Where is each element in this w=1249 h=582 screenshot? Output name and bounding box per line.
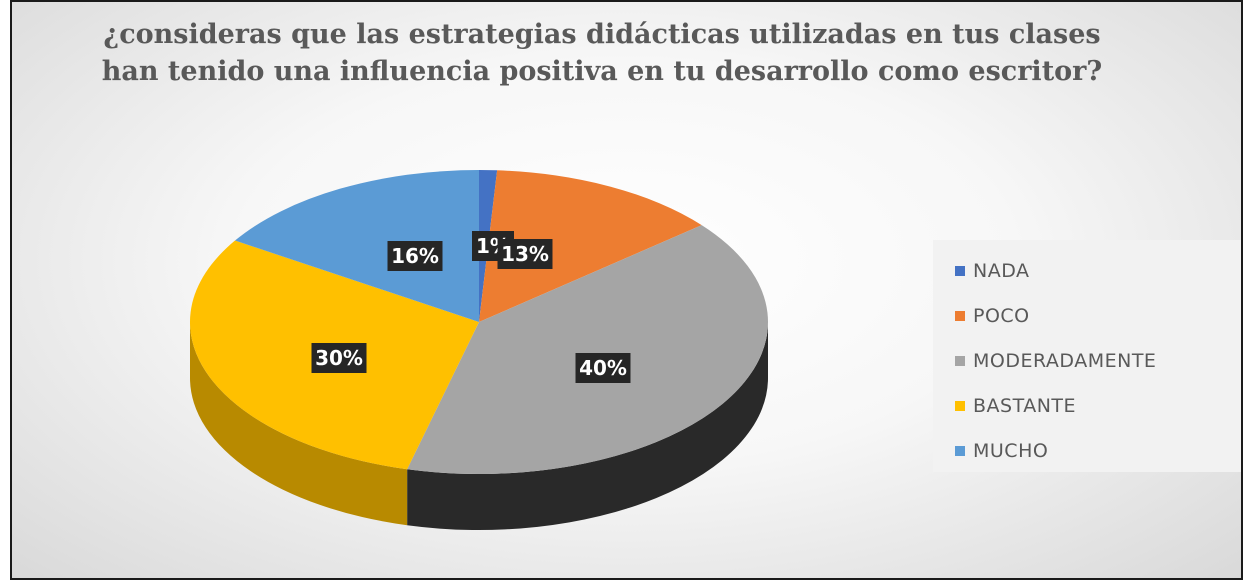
data-label-bastante: 30% (315, 346, 363, 370)
legend-label: MODERADAMENTE (973, 349, 1157, 372)
chart-area: ¿consideras que las estrategias didáctic… (10, 0, 1243, 580)
legend-swatch (955, 445, 965, 456)
legend-swatch (955, 400, 965, 411)
data-label-poco: 13% (501, 242, 549, 266)
legend-item-moderadamente: MODERADAMENTE (933, 338, 1241, 383)
pie-side-bastante (190, 322, 408, 526)
pie-slice-mucho (234, 170, 479, 322)
legend-item-bastante: BASTANTE (933, 383, 1241, 428)
data-label-box-poco (497, 239, 553, 269)
data-label-box-bastante (311, 343, 367, 373)
pie-slice-moderadamente (407, 225, 768, 474)
legend-item-poco: POCO (933, 293, 1241, 338)
legend: NADA POCO MODERADAMENTE BASTANTE MUCHO (933, 240, 1241, 473)
pie-chart: 1%13%40%30%16% (189, 170, 768, 531)
legend-swatch (955, 310, 965, 321)
data-label-box-moderadamente (575, 353, 631, 383)
data-label-mucho: 16% (391, 244, 439, 268)
chart-title: ¿consideras que las estrategias didáctic… (101, 19, 1103, 87)
legend-label: MUCHO (973, 439, 1049, 462)
legend-label: BASTANTE (973, 394, 1077, 417)
pie-side-moderadamente (407, 322, 768, 531)
legend-label: POCO (973, 304, 1030, 327)
legend-item-nada: NADA (933, 248, 1241, 293)
data-label-box-mucho (387, 241, 443, 271)
legend-item-mucho: MUCHO (933, 428, 1241, 473)
data-label-moderadamente: 40% (579, 356, 627, 380)
legend-swatch (955, 265, 965, 276)
legend-swatch (955, 355, 965, 366)
pie-slice-poco (479, 170, 702, 322)
legend-label: NADA (973, 259, 1030, 282)
